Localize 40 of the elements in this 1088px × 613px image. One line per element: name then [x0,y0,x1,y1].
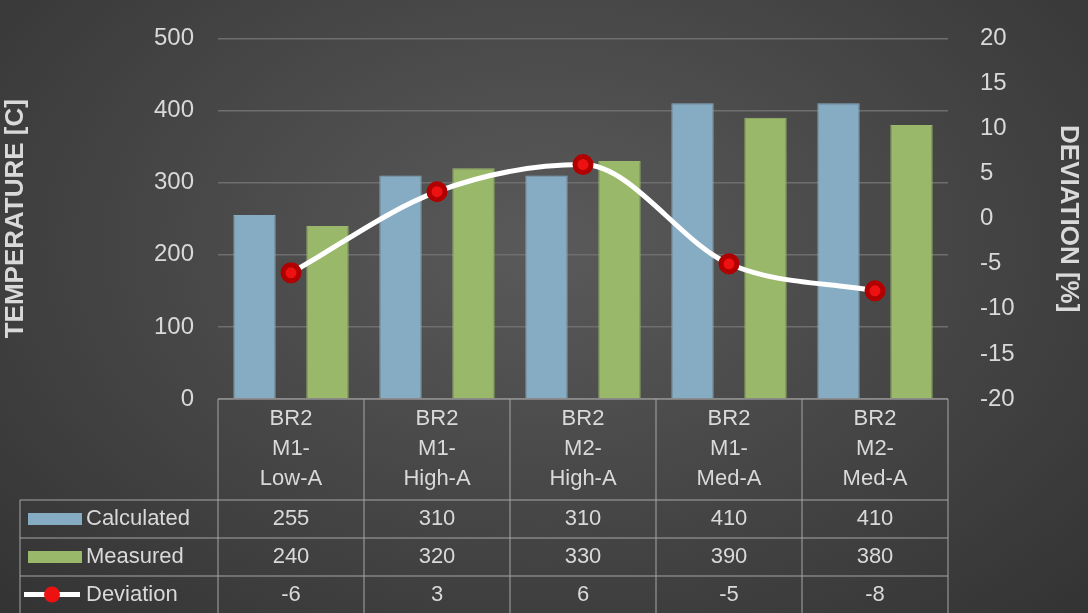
y-tick-label: 0 [180,383,194,411]
data-label: 390 [710,543,748,569]
y2-tick-label: 0 [980,203,994,231]
x-tick-label: BR2 M2-High-A [549,405,617,491]
legend-label: Calculated [86,505,190,531]
y2-tick-label: -10 [980,293,1015,321]
data-label: 255 [272,505,310,531]
x-tick-label: BR2 M2-Med-A [842,405,908,491]
data-label: 3 [430,580,444,606]
y2-tick-label: 15 [980,68,1007,96]
y2-tick-label: 5 [980,158,994,186]
y-tick-label: 200 [153,239,194,267]
y2-axis-title: DEVIATION [%] [1055,125,1086,313]
x-tick-label: BR2 M1-High-A [403,405,471,491]
data-label: -6 [281,580,301,606]
data-label: 6 [576,580,590,606]
y-axis-title: TEMPERATURE [C] [0,99,29,339]
y-tick-label: 100 [153,311,194,339]
data-label: 310 [418,505,456,531]
data-label: 330 [564,543,602,569]
y2-tick-label: -15 [980,338,1015,366]
y-tick-label: 500 [153,23,194,51]
y2-tick-label: -5 [980,248,1002,276]
legend-label: Deviation [86,580,178,606]
y2-tick-label: 10 [980,113,1007,141]
y2-tick-label: 20 [980,23,1007,51]
data-label: 380 [856,543,894,569]
y-tick-label: 300 [153,167,194,195]
data-label: 410 [856,505,894,531]
y2-tick-label: -20 [980,383,1015,411]
x-tick-label: BR2 M1-Low-A [259,405,323,491]
x-tick-label: BR2 M1-Med-A [696,405,762,491]
data-label: -5 [719,580,739,606]
data-label: 410 [710,505,748,531]
data-label: -8 [865,580,885,606]
data-label: 320 [418,543,456,569]
data-label: 310 [564,505,602,531]
legend-label: Measured [86,543,184,569]
data-label: 240 [272,543,310,569]
y-tick-label: 400 [153,95,194,123]
